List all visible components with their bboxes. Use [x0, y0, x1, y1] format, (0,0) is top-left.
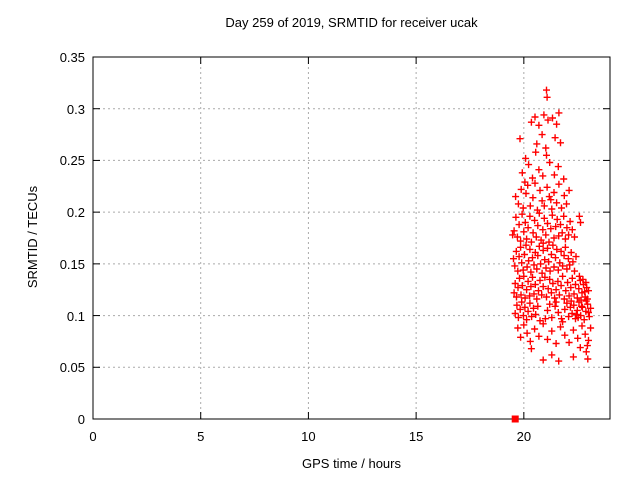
- y-tick-label: 0.35: [59, 50, 85, 65]
- x-tick-label: 20: [516, 429, 532, 444]
- y-tick-label: 0.2: [66, 205, 85, 221]
- scatter-points: [509, 86, 595, 365]
- plot-border: [92, 56, 611, 420]
- x-tick-label: 0: [89, 429, 97, 444]
- y-tick-label: 0.15: [59, 256, 85, 272]
- y-tick-label: 0.3: [66, 101, 85, 117]
- y-tick-label: 0.05: [59, 360, 85, 376]
- x-tick-label: 10: [301, 429, 316, 444]
- y-tick-label: 0: [77, 412, 85, 427]
- square-marker: [511, 415, 519, 423]
- x-axis-label: GPS time / hours: [302, 456, 401, 471]
- y-tick-label: 0.25: [59, 153, 85, 169]
- x-tick-label: 5: [197, 429, 205, 444]
- x-tick-label: 15: [408, 429, 424, 444]
- y-tick-label: 0.1: [66, 308, 85, 324]
- chart-title: Day 259 of 2019, SRMTID for receiver uca…: [225, 15, 478, 30]
